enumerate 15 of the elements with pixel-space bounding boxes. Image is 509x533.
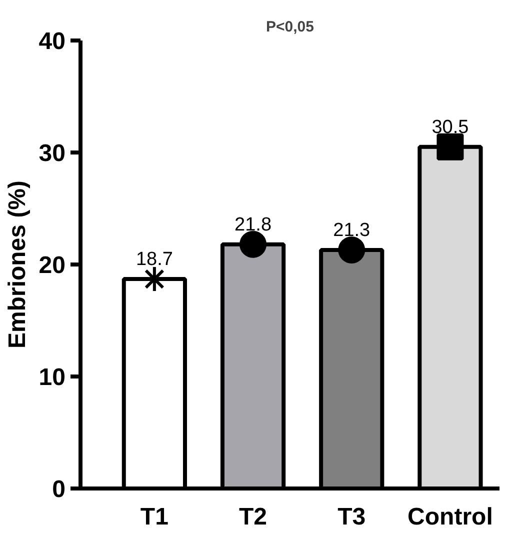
y-tick-label: 40 [38, 28, 66, 55]
data-label: 21.8 [234, 214, 272, 236]
y-tick-label: 30 [38, 140, 66, 167]
x-tick-label: T3 [338, 504, 366, 530]
y-tick-label: 10 [38, 364, 66, 391]
y-tick-label: 0 [52, 476, 66, 503]
y-axis-title: Embriones (%) [4, 180, 31, 349]
y-tick-label: 20 [38, 252, 66, 279]
x-tick-label: T1 [140, 504, 168, 530]
x-tick-label: Control [408, 504, 493, 530]
data-label: 30.5 [432, 116, 469, 138]
chart-title: P<0,05 [266, 18, 314, 36]
x-tick-label: T2 [239, 504, 268, 530]
data-label: 21.3 [333, 220, 370, 241]
data-label: 18.7 [136, 249, 173, 270]
